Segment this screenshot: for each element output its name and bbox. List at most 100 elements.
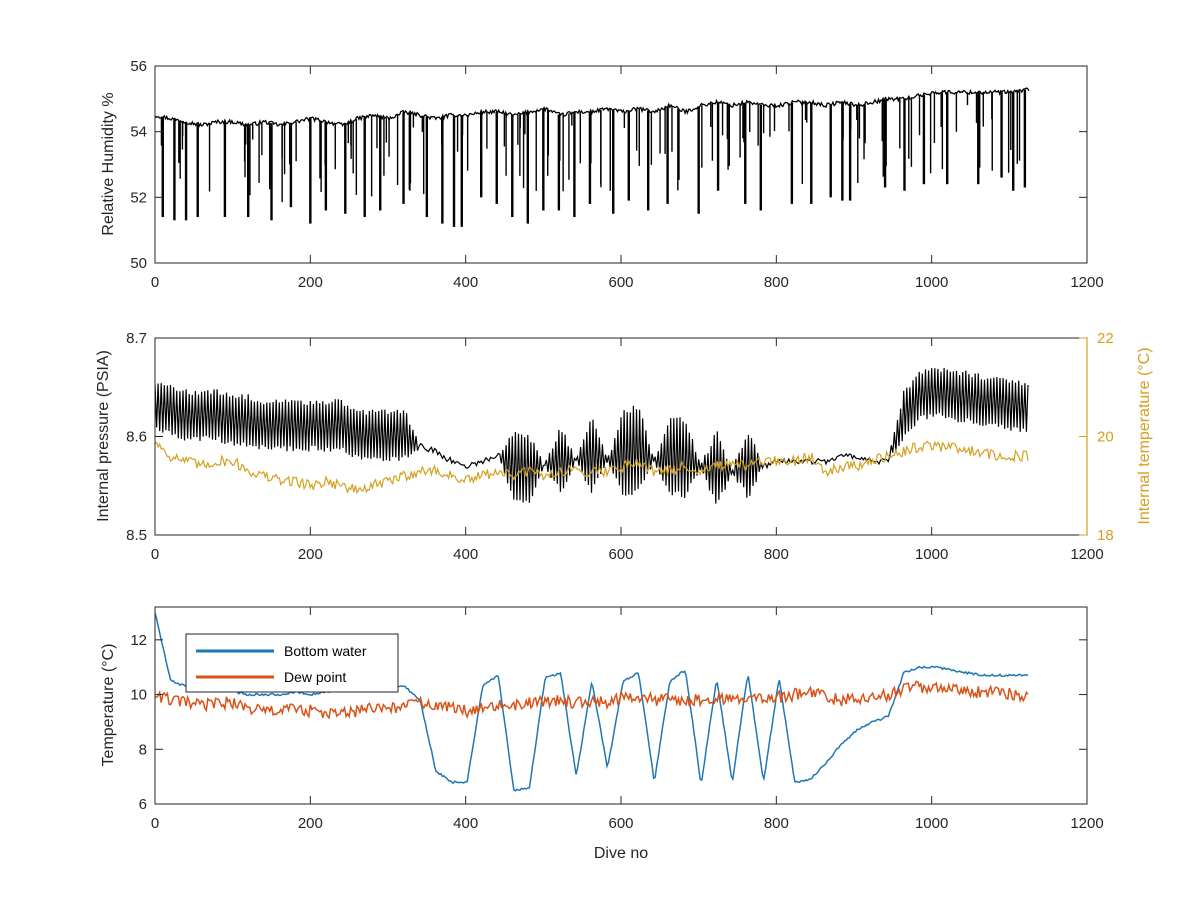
humidity-spike-21	[929, 93, 932, 174]
humidity-dip-39	[883, 99, 887, 188]
humidity-spike-51	[635, 109, 638, 151]
humidity-dip-30	[697, 106, 700, 214]
humidity-x-tick-label-0: 0	[151, 274, 159, 291]
internal-temperature-ylabel: Internal temperature (°C)	[1136, 347, 1153, 524]
humidity-spike-67	[647, 110, 649, 156]
humidity-spike-50	[918, 95, 921, 136]
humidity-spike-32	[160, 116, 163, 146]
humidity-spike-12	[179, 120, 181, 179]
humidity-spike-70	[571, 112, 573, 126]
humidity-spike-121	[638, 108, 640, 166]
legend-label-0: Bottom water	[284, 643, 367, 659]
temperature-series-dew-point	[155, 680, 1029, 720]
humidity-dip-34	[790, 102, 794, 204]
humidity-dip-36	[829, 104, 832, 198]
temperature-x-tick-label-0: 0	[151, 815, 159, 832]
humidity-series-line	[155, 87, 1030, 128]
humidity-spike-95	[910, 97, 913, 167]
humidity-spike-3	[804, 102, 807, 121]
humidity-spike-1	[388, 118, 390, 157]
humidity-x-tick-label-4: 800	[764, 274, 789, 291]
humidity-spike-41	[863, 103, 865, 160]
humidity-spike-55	[249, 124, 251, 196]
humidity-spike-109	[505, 113, 507, 176]
humidity-spike-25	[295, 121, 297, 162]
humidity-spike-85	[547, 109, 549, 176]
humidity-spike-63	[856, 105, 858, 121]
humidity-spike-39	[261, 122, 263, 156]
humidity-spike-89	[864, 103, 866, 144]
humidity-spike-129	[402, 112, 405, 129]
humidity-x-tick-label-6: 1200	[1070, 274, 1103, 291]
pressure-y-right-tick-label-0: 18	[1097, 527, 1114, 544]
temperature-x-tick-label-5: 1000	[915, 815, 948, 832]
humidity-dip-3	[196, 124, 199, 218]
humidity-spike-98	[409, 113, 411, 191]
pressure-y-right-tick-label-2: 22	[1097, 330, 1114, 347]
pressure-y-tick-label-2: 8.7	[126, 330, 147, 347]
pressure-x-tick-label-5: 1000	[915, 546, 948, 563]
humidity-dip-2	[184, 121, 188, 221]
humidity-spike-22	[899, 98, 901, 149]
humidity-spike-122	[941, 92, 944, 170]
humidity-spike-28	[347, 122, 350, 144]
humidity-spike-33	[283, 124, 286, 175]
humidity-spike-29	[376, 115, 378, 149]
humidity-dip-40	[903, 98, 906, 191]
humidity-dip-37	[841, 102, 844, 201]
humidity-dip-43	[977, 92, 980, 185]
humidity-spike-116	[324, 121, 327, 153]
humidity-spike-124	[857, 105, 859, 183]
pressure-temperature-chart: Internal pressure (PSIA) Internal temper…	[95, 330, 1153, 563]
humidity-dip-19	[495, 111, 498, 204]
humidity-spike-113	[352, 120, 354, 174]
humidity-dips	[160, 89, 1027, 227]
humidity-spike-76	[1016, 91, 1018, 164]
humidity-spike-9	[559, 114, 561, 161]
humidity-spike-93	[519, 113, 521, 128]
humidity-dip-27	[627, 110, 630, 201]
humidity-spike-80	[524, 112, 526, 135]
humidity-dip-33	[759, 104, 762, 211]
humidity-spike-105	[319, 120, 321, 179]
humidity-spike-45	[178, 120, 180, 163]
humidity-dip-23	[557, 114, 561, 211]
humidity-spike-6	[466, 115, 469, 171]
humidity-spike-75	[1010, 92, 1012, 150]
humidity-spike-88	[975, 92, 978, 124]
temperature-x-tick-label-4: 800	[764, 815, 789, 832]
humidity-spike-99	[710, 103, 712, 127]
humidity-spike-0	[726, 104, 729, 140]
humidity-spike-59	[258, 122, 260, 183]
humidity-dip-10	[344, 123, 347, 214]
humidity-spike-62	[858, 104, 861, 139]
pressure-x-tick-label-1: 200	[298, 546, 323, 563]
pressure-internal-temperature-line	[155, 440, 1029, 495]
pressure-y-tick-label-1: 8.6	[126, 429, 147, 446]
humidity-dip-44	[1000, 92, 1003, 178]
humidity-dip-41	[922, 94, 926, 185]
humidity-dip-11	[363, 117, 366, 218]
humidity-spike-118	[773, 105, 776, 132]
humidity-dip-24	[573, 112, 576, 218]
humidity-spike-42	[991, 92, 993, 120]
humidity-ylabel: Relative Humidity %	[100, 92, 117, 235]
temperature-x-tick-label-2: 400	[453, 815, 478, 832]
humidity-dip-31	[716, 102, 720, 191]
humidity-spike-15	[350, 121, 352, 159]
humidity-spike-66	[288, 123, 291, 165]
humidity-spike-46	[757, 104, 759, 146]
humidity-spike-82	[739, 103, 741, 158]
humidity-spike-10	[519, 113, 521, 176]
humidity-y-tick-label-1: 52	[130, 189, 147, 206]
humidity-spike-18	[370, 115, 373, 197]
humidity-spike-71	[882, 99, 884, 177]
humidity-spike-38	[940, 92, 942, 128]
humidity-x-tick-label-1: 200	[298, 274, 323, 291]
humidity-x-tick-label-2: 400	[453, 274, 478, 291]
humidity-y-tick-label-0: 50	[130, 255, 147, 272]
humidity-spike-110	[677, 108, 679, 191]
humidity-spike-72	[208, 123, 211, 192]
humidity-spike-111	[721, 103, 724, 136]
humidity-spike-79	[396, 114, 399, 185]
